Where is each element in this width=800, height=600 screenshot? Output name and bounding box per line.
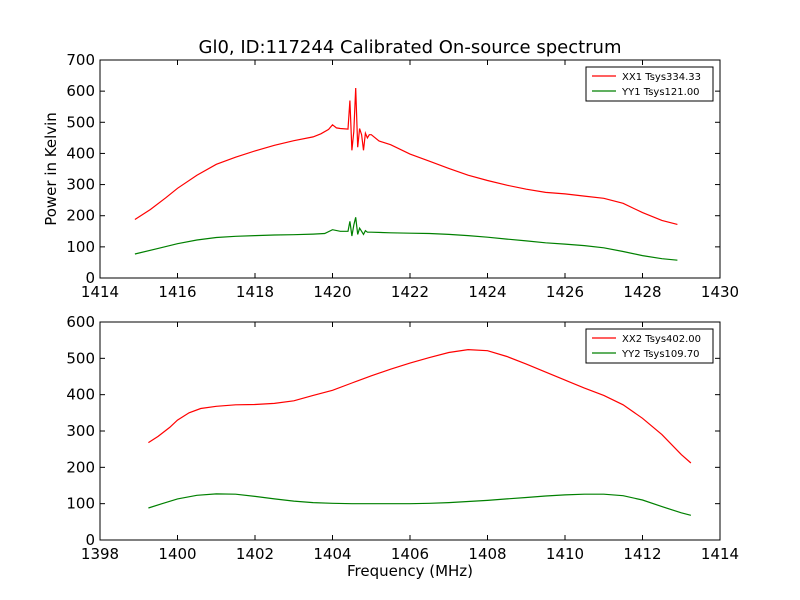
y-tick-label: 200 xyxy=(66,458,95,476)
top-plot: 1414 1416 1418 1420 1422 1424 1426 1428 1430 0 100… xyxy=(66,51,739,301)
x-tick-label: 1428 xyxy=(623,283,661,301)
x-tick-label: 1430 xyxy=(701,283,739,301)
y-tick-label: 500 xyxy=(66,349,95,367)
y-tick-label: 400 xyxy=(66,144,95,162)
series-line-yy xyxy=(148,493,692,516)
y-tick-label: 600 xyxy=(66,313,95,331)
x-tick-label: 1402 xyxy=(236,545,274,563)
y-tick-label: 100 xyxy=(66,495,95,513)
x-tick-label: 1420 xyxy=(313,283,351,301)
x-tick-label: 1406 xyxy=(391,545,429,563)
y-tick-label: 100 xyxy=(66,238,95,256)
y-tick-label: 300 xyxy=(66,422,95,440)
y-tick-label: 300 xyxy=(66,176,95,194)
legend-box xyxy=(585,66,714,102)
x-tick-label: 1414 xyxy=(701,545,739,563)
bottom-plot: 1398 1400 1402 1404 1406 1408 1410 1412 1414 0 100… xyxy=(66,313,739,563)
y-tick-label: 200 xyxy=(66,207,95,225)
legend-entry: XX1 Tsys334.33 xyxy=(622,72,701,83)
series-line-xx xyxy=(134,87,678,225)
legend-entry: YY2 Tsys109.70 xyxy=(621,349,700,360)
x-tick-label: 1398 xyxy=(81,545,119,563)
x-tick-label: 1412 xyxy=(623,545,661,563)
legend: XX2 Tsys402.00 YY2 Tsys109.70 xyxy=(585,328,714,364)
x-tick-label: 1416 xyxy=(158,283,196,301)
x-tick-label: 1414 xyxy=(81,283,119,301)
x-tick-label: 1426 xyxy=(546,283,584,301)
chart-title: Gl0, ID:117244 Calibrated On-source spec… xyxy=(199,37,622,58)
x-tick-label: 1422 xyxy=(391,283,429,301)
series-line-xx xyxy=(148,348,692,464)
y-tick-label: 0 xyxy=(85,531,95,549)
x-tick-label: 1404 xyxy=(313,545,351,563)
legend-box xyxy=(585,328,714,364)
y-tick-label: 500 xyxy=(66,113,95,131)
x-tick-label: 1418 xyxy=(236,283,274,301)
x-tick-label: 1410 xyxy=(546,545,584,563)
x-tick-label: 1400 xyxy=(158,545,196,563)
y-tick-label: 600 xyxy=(66,82,95,100)
x-tick-label: 1424 xyxy=(468,283,506,301)
x-axis-label: Frequency (MHz) xyxy=(347,562,473,580)
y-tick-label: 700 xyxy=(66,51,95,69)
legend-entry: YY1 Tsys121.00 xyxy=(621,87,700,98)
y-tick-label: 400 xyxy=(66,386,95,404)
x-tick-label: 1408 xyxy=(468,545,506,563)
legend-entry: XX2 Tsys402.00 xyxy=(622,334,701,345)
legend: XX1 Tsys334.33 YY1 Tsys121.00 xyxy=(585,66,714,102)
y-axis-label: Power in Kelvin xyxy=(42,112,60,226)
series-line-yy xyxy=(134,217,678,261)
y-tick-label: 0 xyxy=(85,269,95,287)
